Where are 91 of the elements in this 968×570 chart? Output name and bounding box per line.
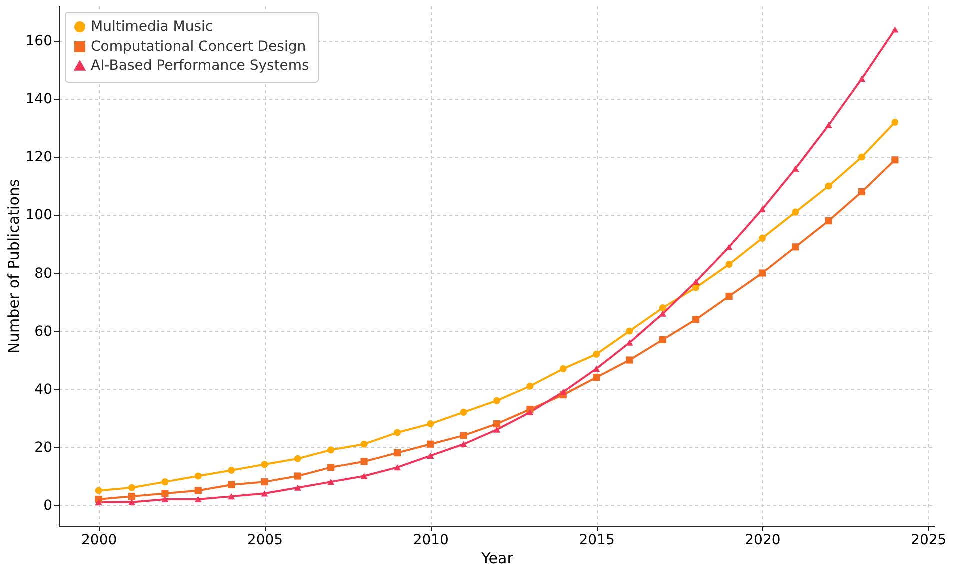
point <box>360 440 368 448</box>
y-tick-label: 40 <box>34 382 52 398</box>
y-tick-label: 120 <box>26 150 52 166</box>
point <box>427 440 434 448</box>
point <box>328 479 335 486</box>
point <box>858 76 866 82</box>
point <box>394 429 401 436</box>
legend-label: Multimedia Music <box>91 19 214 35</box>
point <box>892 156 899 164</box>
point <box>626 356 634 364</box>
point <box>792 244 800 251</box>
point <box>792 166 800 172</box>
point <box>194 487 202 494</box>
point <box>593 366 600 372</box>
point <box>95 499 102 506</box>
point <box>128 499 136 506</box>
point <box>427 452 434 460</box>
point <box>593 350 600 358</box>
point <box>360 458 368 466</box>
point <box>394 450 401 457</box>
point <box>460 441 468 448</box>
y-tick-label: 0 <box>44 498 52 514</box>
y-tick-label: 100 <box>26 208 52 224</box>
point <box>659 304 666 312</box>
point <box>726 261 733 268</box>
point <box>328 464 335 472</box>
point <box>261 490 268 497</box>
point <box>228 466 236 474</box>
x-tick-label: 2020 <box>745 532 781 548</box>
point <box>162 496 169 503</box>
point <box>162 478 169 486</box>
x-tick-label: 2025 <box>911 532 947 548</box>
point <box>261 461 268 468</box>
point <box>526 409 534 416</box>
point <box>194 472 202 480</box>
point <box>194 496 202 503</box>
point <box>526 382 534 390</box>
point <box>95 487 102 494</box>
point <box>294 484 302 491</box>
point <box>394 464 401 471</box>
point <box>294 455 302 462</box>
y-tick-label: 140 <box>26 92 52 108</box>
point <box>758 206 766 213</box>
point <box>560 365 567 372</box>
point <box>493 397 501 404</box>
point <box>294 472 302 480</box>
point <box>228 481 236 488</box>
point <box>493 420 501 428</box>
x-axis-title: Year <box>480 550 514 568</box>
point <box>825 218 832 225</box>
point <box>692 278 700 286</box>
legend-label: Computational Concert Design <box>91 39 306 55</box>
y-tick-label: 160 <box>26 34 52 50</box>
point <box>726 244 733 250</box>
point <box>692 284 700 292</box>
point <box>460 432 468 440</box>
y-tick-label: 60 <box>34 324 52 340</box>
x-tick-label: 2005 <box>247 532 284 548</box>
point <box>128 493 136 500</box>
point <box>328 446 335 454</box>
point <box>792 208 800 216</box>
x-tick-label: 2010 <box>413 532 449 548</box>
point <box>758 234 766 242</box>
point <box>659 336 666 344</box>
y-tick-label: 20 <box>34 440 52 456</box>
point <box>128 484 136 492</box>
point <box>892 118 899 126</box>
y-axis-title: Number of Publications <box>4 179 23 354</box>
point <box>892 26 899 33</box>
point <box>228 494 236 500</box>
point <box>593 374 600 382</box>
y-tick-label: 80 <box>34 266 52 282</box>
x-tick-label: 2015 <box>579 532 615 548</box>
point <box>858 188 866 196</box>
point <box>261 478 268 486</box>
point <box>626 328 634 335</box>
x-tick-label: 2000 <box>82 532 118 548</box>
point <box>758 270 766 277</box>
point <box>460 408 468 416</box>
point <box>692 316 700 324</box>
point <box>825 122 832 128</box>
point <box>825 182 832 190</box>
point <box>726 292 733 300</box>
point <box>360 473 368 480</box>
point <box>560 389 567 396</box>
legend-label: AI-Based Performance Systems <box>91 58 310 74</box>
point <box>427 420 434 428</box>
point <box>493 426 501 433</box>
point <box>162 490 169 498</box>
point <box>858 154 866 161</box>
point <box>626 340 634 346</box>
